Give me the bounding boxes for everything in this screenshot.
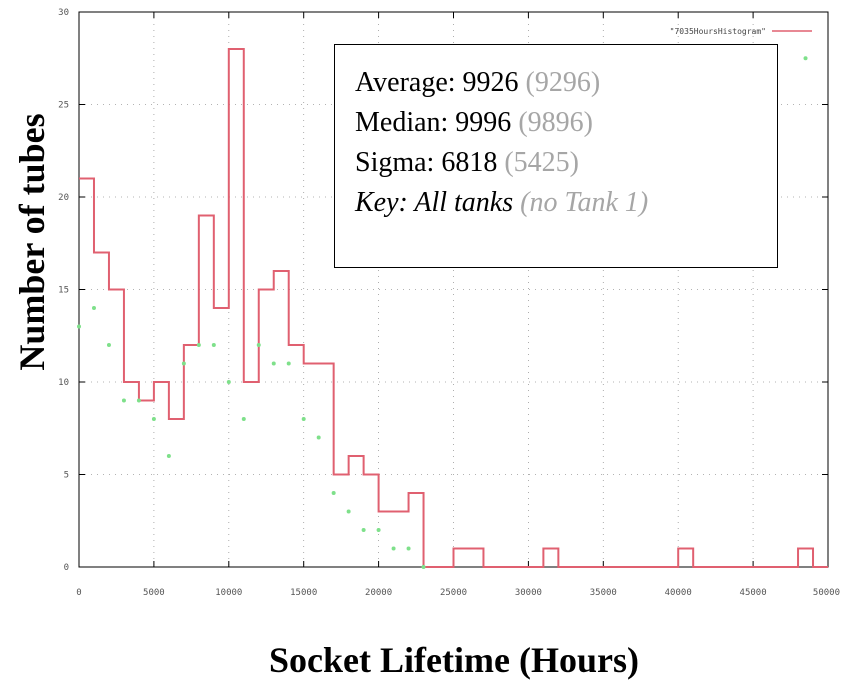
y-tick-label: 20 bbox=[58, 193, 69, 203]
series-histogram-line bbox=[79, 48, 828, 568]
y-axis-ticks: 0 5 10 15 20 25 30 bbox=[58, 8, 828, 573]
x-tick-label: 40000 bbox=[665, 588, 692, 598]
data-point bbox=[331, 491, 336, 495]
data-point bbox=[166, 454, 171, 458]
stats-box: Average: 9926 (9296) Median: 9996 (9896)… bbox=[334, 44, 778, 268]
average-alt-value: (9296) bbox=[525, 67, 601, 98]
median-value: Median: 9996 bbox=[355, 107, 512, 138]
y-tick-label: 5 bbox=[64, 471, 69, 481]
legend-label: "7035HoursHistogram" bbox=[670, 27, 766, 36]
data-point bbox=[421, 565, 426, 569]
data-point bbox=[181, 361, 186, 366]
data-point bbox=[77, 324, 81, 329]
x-tick-label: 20000 bbox=[365, 588, 392, 598]
data-point bbox=[286, 361, 291, 366]
data-point bbox=[256, 343, 261, 347]
key-value: Key: All tanks bbox=[355, 187, 514, 218]
data-point bbox=[316, 435, 321, 440]
stats-average: Average: 9926 (9296) bbox=[355, 63, 777, 103]
x-axis-ticks: 0 5000 10000 15000 20000 25000 30000 35000 40000… bbox=[76, 12, 840, 598]
data-point bbox=[346, 509, 351, 514]
key-alt-value: (no Tank 1) bbox=[520, 187, 649, 218]
x-tick-label: 45000 bbox=[740, 588, 767, 598]
data-point bbox=[136, 398, 141, 403]
data-point bbox=[406, 546, 411, 551]
data-point bbox=[151, 417, 156, 421]
stats-sigma: Sigma: 6818 (5425) bbox=[355, 143, 777, 183]
y-tick-label: 10 bbox=[58, 378, 69, 388]
data-point bbox=[301, 417, 306, 421]
stats-median: Median: 9996 (9896) bbox=[355, 103, 777, 143]
y-tick-label: 30 bbox=[58, 8, 69, 18]
y-axis-label: Number of tubes bbox=[12, 113, 52, 370]
data-point bbox=[271, 361, 276, 366]
x-tick-label: 5000 bbox=[143, 588, 165, 598]
data-point bbox=[106, 343, 111, 347]
data-point bbox=[91, 306, 96, 310]
x-axis-label: Socket Lifetime (Hours) bbox=[269, 640, 639, 680]
median-alt-value: (9896) bbox=[518, 107, 593, 138]
y-tick-label: 25 bbox=[58, 101, 69, 111]
series-layer bbox=[77, 48, 828, 569]
legend: "7035HoursHistogram" bbox=[670, 27, 812, 36]
sigma-value: Sigma: 6818 bbox=[355, 147, 498, 178]
data-point bbox=[241, 417, 246, 421]
y-tick-label: 15 bbox=[58, 286, 69, 296]
sigma-alt-value: (5425) bbox=[504, 147, 579, 178]
x-tick-label: 0 bbox=[76, 588, 81, 598]
data-point bbox=[803, 56, 808, 61]
data-point bbox=[196, 343, 201, 347]
x-tick-label: 30000 bbox=[515, 588, 542, 598]
y-tick-label: 0 bbox=[64, 563, 69, 573]
data-point bbox=[226, 380, 231, 384]
data-point bbox=[376, 528, 381, 532]
average-value: Average: 9926 bbox=[355, 67, 519, 98]
x-tick-label: 25000 bbox=[440, 588, 467, 598]
x-tick-label: 35000 bbox=[590, 588, 617, 598]
data-point bbox=[211, 343, 216, 347]
stats-key: Key: All tanks (no Tank 1) bbox=[355, 183, 777, 223]
data-point bbox=[121, 398, 126, 403]
data-point bbox=[391, 546, 396, 551]
x-tick-label: 10000 bbox=[215, 588, 242, 598]
data-point bbox=[361, 528, 366, 532]
x-tick-label: 50000 bbox=[813, 588, 840, 598]
x-tick-label: 15000 bbox=[290, 588, 317, 598]
